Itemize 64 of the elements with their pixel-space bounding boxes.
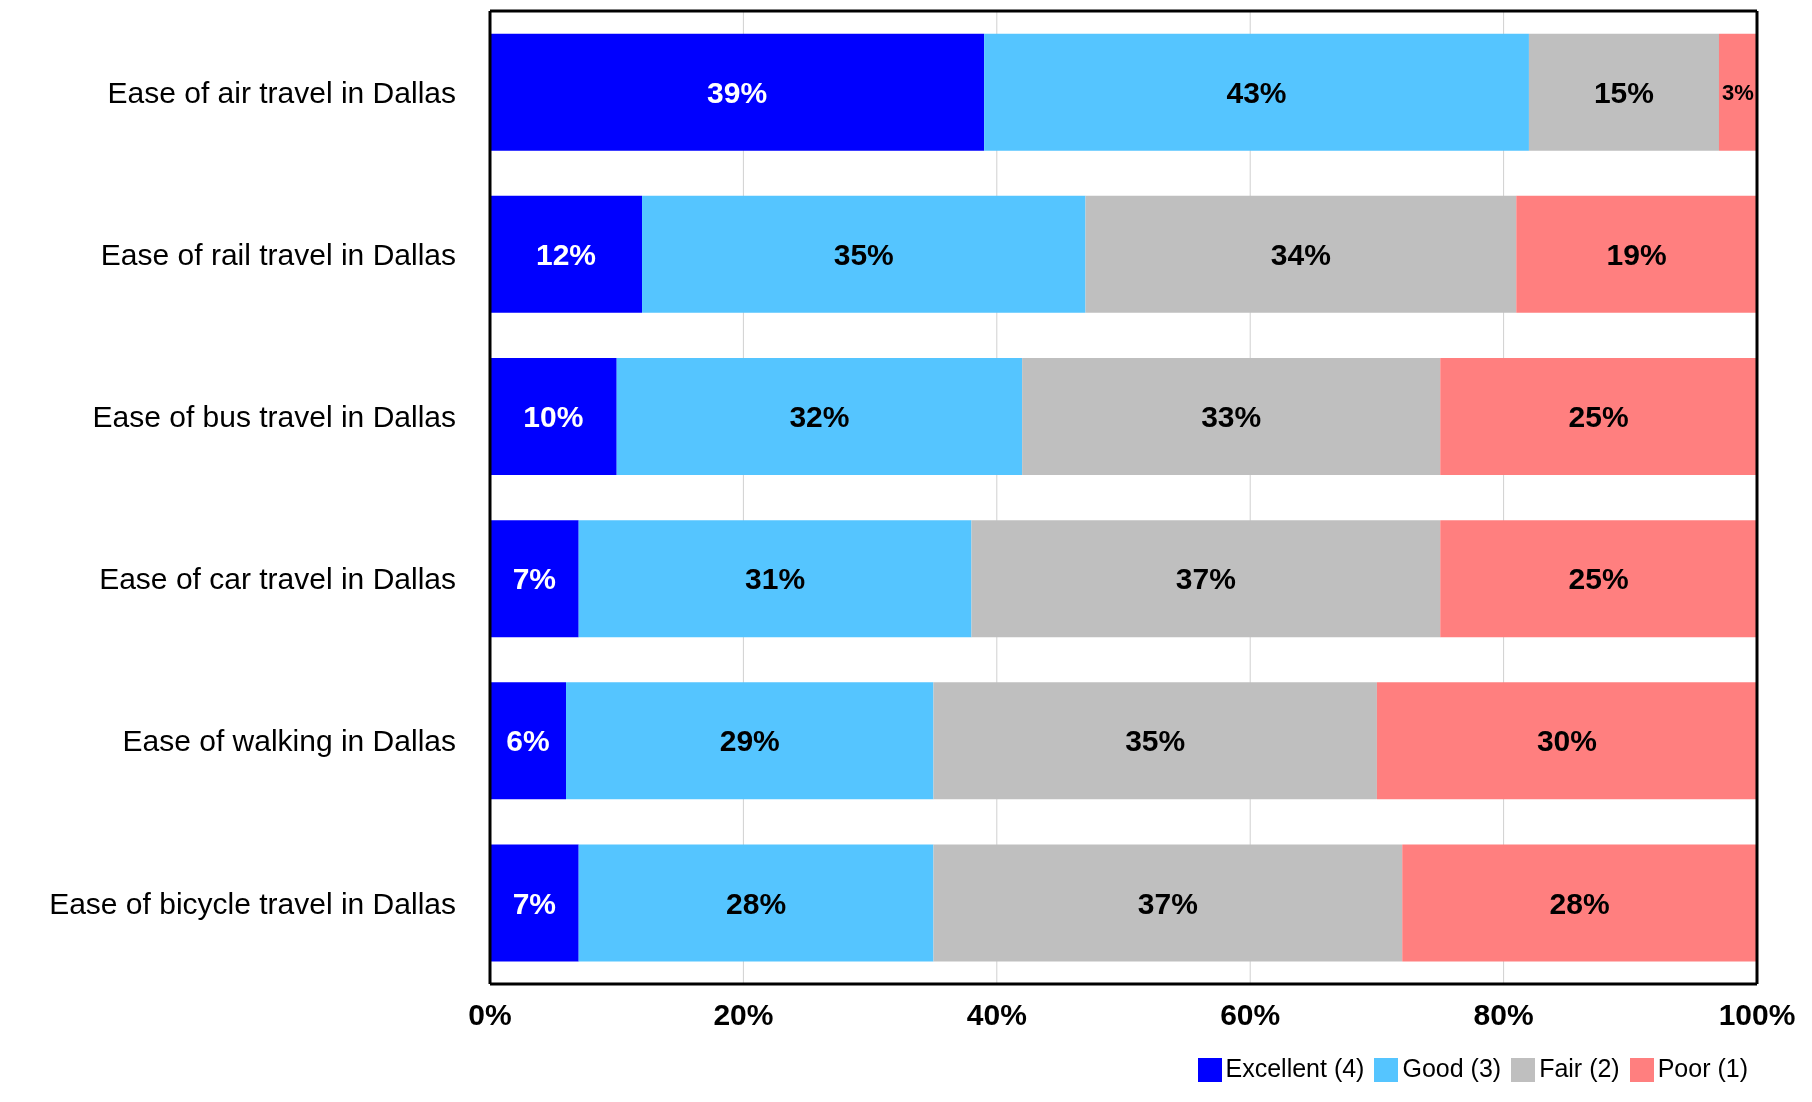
data-label: 37%	[1137, 886, 1198, 920]
data-label: 37%	[1175, 562, 1236, 596]
legend-label: Poor (1)	[1657, 1054, 1748, 1082]
bar	[490, 33, 985, 151]
bar	[933, 682, 1377, 800]
y-tick-label: Ease of air travel in Dallas	[107, 75, 456, 109]
data-label: 25%	[1568, 400, 1629, 434]
bar	[490, 844, 579, 962]
data-label: 28%	[726, 886, 787, 920]
bar	[933, 844, 1403, 962]
x-tick-label: 80%	[1473, 998, 1534, 1032]
data-label: 7%	[512, 562, 557, 596]
data-label: 33%	[1201, 400, 1262, 434]
data-label: 35%	[1125, 724, 1186, 758]
bar	[1440, 358, 1757, 476]
x-tick-label: 20%	[713, 998, 774, 1032]
data-label: 30%	[1536, 724, 1597, 758]
data-label: 43%	[1226, 75, 1287, 109]
bar	[984, 33, 1529, 151]
legend-label: Good (3)	[1402, 1054, 1502, 1082]
data-label: 31%	[745, 562, 806, 596]
bar	[642, 195, 1086, 313]
y-tick-label: Ease of rail travel in Dallas	[100, 237, 456, 271]
data-label: 34%	[1270, 237, 1331, 271]
bar	[616, 358, 1023, 476]
data-label: 3%	[1722, 79, 1754, 105]
data-label: 10%	[523, 400, 584, 434]
x-tick-label: 0%	[468, 998, 512, 1032]
x-tick-label: 40%	[966, 998, 1027, 1032]
x-tick-label: 60%	[1220, 998, 1281, 1032]
bar	[1718, 33, 1757, 151]
bar	[566, 682, 934, 800]
bar	[1085, 195, 1517, 313]
data-label: 39%	[707, 75, 768, 109]
bar	[490, 195, 643, 313]
data-label: 32%	[789, 400, 850, 434]
data-label: 25%	[1568, 562, 1629, 596]
bar	[971, 520, 1441, 638]
bar	[578, 844, 934, 962]
x-tick-label: 100%	[1718, 998, 1796, 1032]
data-label: 15%	[1593, 75, 1654, 109]
bar	[578, 520, 972, 638]
bar	[1528, 33, 1719, 151]
data-label: 19%	[1606, 237, 1667, 271]
bar	[490, 682, 567, 800]
y-tick-label: Ease of car travel in Dallas	[99, 562, 456, 596]
bar	[490, 358, 617, 476]
bar	[1376, 682, 1757, 800]
legend-label: Excellent (4)	[1225, 1054, 1365, 1082]
data-label: 12%	[536, 237, 597, 271]
data-label: 35%	[833, 237, 894, 271]
bar	[1516, 195, 1757, 313]
data-label: 7%	[512, 886, 557, 920]
bar	[1022, 358, 1441, 476]
bar	[490, 520, 579, 638]
bar	[1402, 844, 1757, 962]
legend-label: Fair (2)	[1539, 1054, 1620, 1082]
data-label: 29%	[719, 724, 780, 758]
y-tick-label: Ease of bicycle travel in Dallas	[49, 886, 456, 920]
data-label: 6%	[506, 724, 550, 758]
data-label: 28%	[1549, 886, 1610, 920]
y-tick-label: Ease of bus travel in Dallas	[92, 400, 456, 434]
y-tick-label: Ease of walking in Dallas	[122, 724, 456, 758]
bar	[1440, 520, 1757, 638]
